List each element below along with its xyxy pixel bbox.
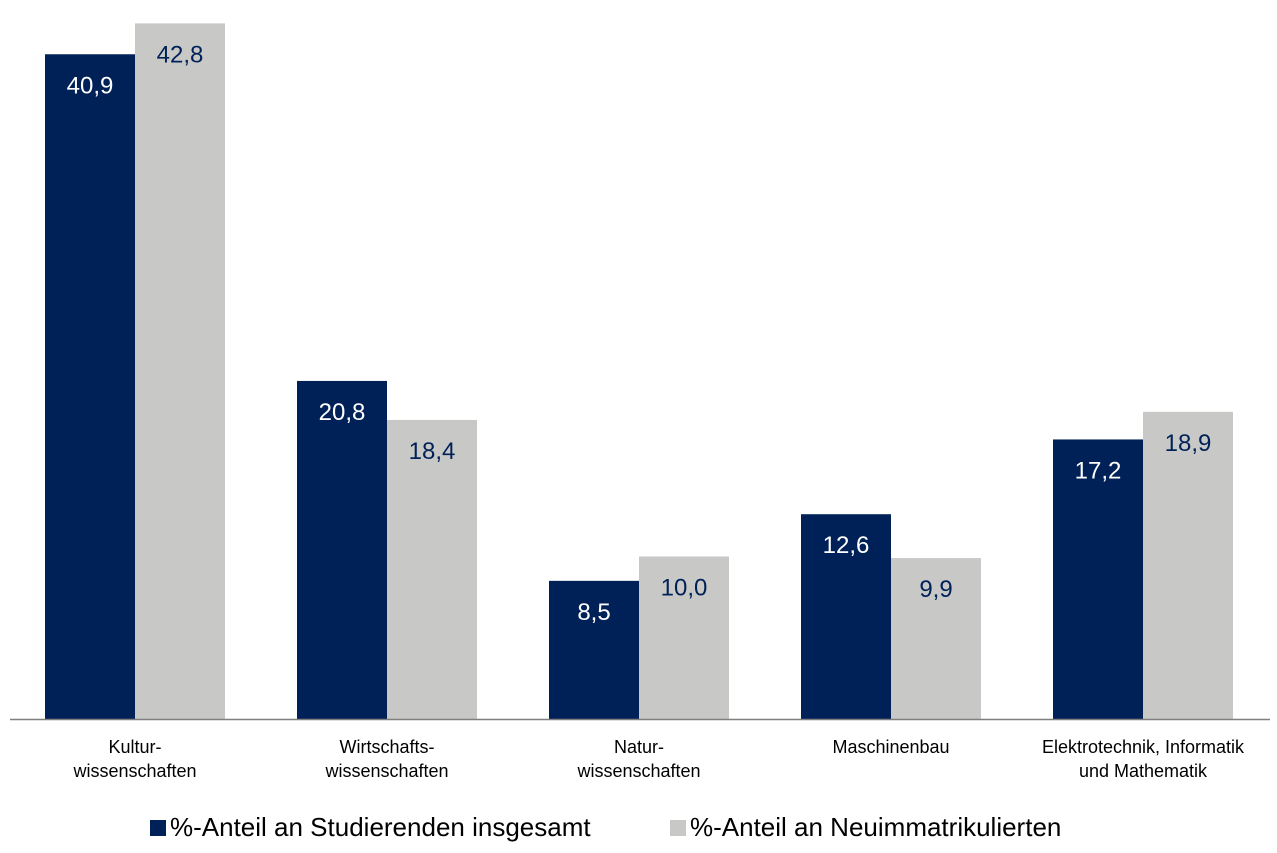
data-label-series-1-4: 12,6 [823,532,870,559]
legend: %-Anteil an Studierenden insgesamt %-Ant… [0,812,1277,852]
bar-series-1-4 [801,514,891,719]
category-label-1-line-1: Kultur- [108,737,161,757]
bar-series-2-1 [135,23,225,719]
data-label-series-1-1: 40,9 [67,72,114,99]
bar-series-1-1 [45,54,135,720]
legend-item-series-1: %-Anteil an Studierenden insgesamt [150,812,591,843]
legend-swatch-series-1 [150,819,166,836]
category-label-5-line-1: Elektrotechnik, Informatik [1042,737,1245,757]
data-label-series-1-3: 8,5 [577,599,610,626]
category-label-3-line-1: Natur- [614,737,664,757]
legend-label-series-2: %-Anteil an Neuimmatrikulierten [690,812,1062,842]
bar-series-2-5 [1143,411,1233,719]
legend-swatch-series-2 [670,819,686,836]
data-label-series-2-3: 10,0 [661,574,708,601]
category-label-2-line-1: Wirtschafts- [339,737,434,757]
category-label-2-line-2: wissenschaften [324,761,448,781]
bar-series-1-2 [297,380,387,719]
category-label-4: Maschinenbau [832,737,949,757]
data-label-series-1-2: 20,8 [319,399,366,426]
data-label-series-1-5: 17,2 [1075,457,1122,484]
data-label-series-2-1: 42,8 [157,41,204,68]
bar-series-1-3 [549,580,639,719]
data-label-series-2-4: 9,9 [919,576,952,603]
bar-series-2-4 [891,558,981,719]
bar-series-1-5 [1053,439,1143,719]
data-label-series-2-2: 18,4 [409,438,456,465]
category-label-5-line-2: und Mathematik [1079,761,1208,781]
legend-item-series-2: %-Anteil an Neuimmatrikulierten [670,812,1061,843]
data-label-series-2-5: 18,9 [1165,430,1212,457]
bar-chart: 40,9 20,8 8,5 12,6 17,2 42,8 18,4 10,0 9,9 18,9 Ku… [10,23,1270,781]
legend-label-series-1: %-Anteil an Studierenden insgesamt [170,812,591,842]
bar-series-2-3 [639,556,729,719]
bar-series-2-2 [387,419,477,719]
category-label-3-line-2: wissenschaften [576,761,700,781]
category-label-1-line-2: wissenschaften [72,761,196,781]
